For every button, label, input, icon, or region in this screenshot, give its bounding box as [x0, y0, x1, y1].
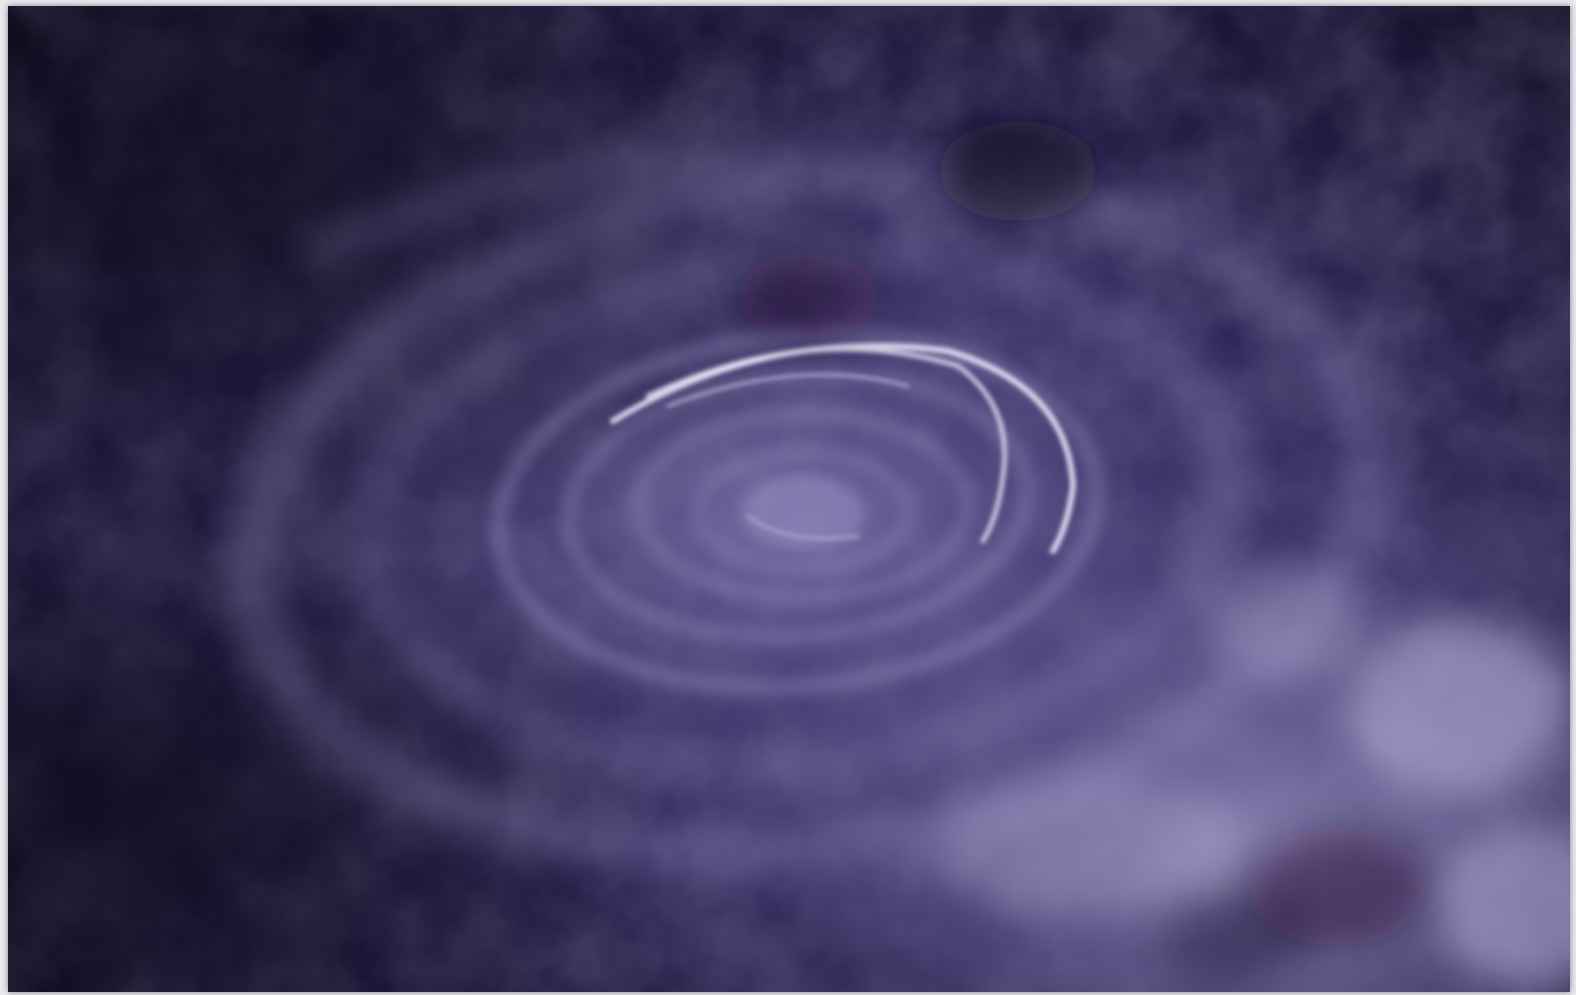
swirl-image-frame [8, 6, 1570, 992]
purple-vortex-image [8, 6, 1570, 992]
